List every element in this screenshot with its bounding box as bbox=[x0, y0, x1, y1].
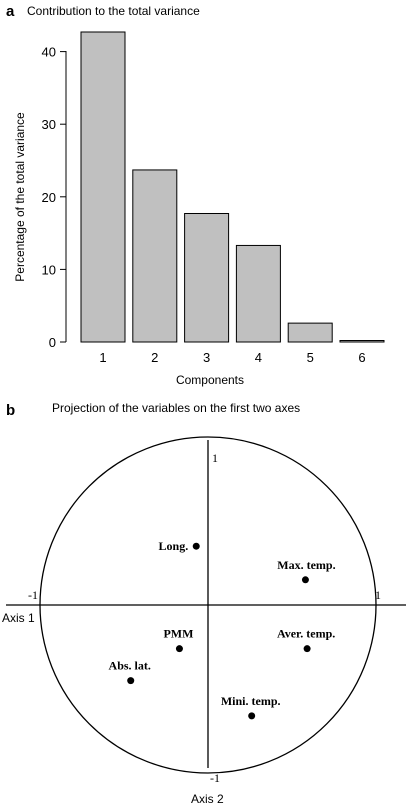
x-tick-label: 1 bbox=[99, 350, 106, 365]
x-tick-label: 5 bbox=[307, 350, 314, 365]
y-max-label: 1 bbox=[212, 451, 218, 465]
point-label-aver-temp: Aver. temp. bbox=[277, 627, 335, 641]
point-max-temp bbox=[301, 576, 309, 584]
y-tick-label: 20 bbox=[42, 190, 56, 205]
correlation-circle-chart: -1 1 1 -1 Axis 1 Axis 2 Long. Max. temp. P… bbox=[2, 436, 406, 806]
axis-2-label: Axis 2 bbox=[191, 792, 224, 806]
y-tick-label: 30 bbox=[42, 117, 56, 132]
point-label-max-temp: Max. temp. bbox=[277, 558, 335, 572]
bar-chart: Percentage of the total variance Compone… bbox=[13, 31, 385, 387]
point-abs-lat bbox=[127, 677, 135, 685]
x-tick-label: 4 bbox=[255, 350, 262, 365]
y-min-label: -1 bbox=[210, 771, 220, 785]
y-tick-label: 10 bbox=[42, 262, 56, 277]
bar-component-1 bbox=[80, 31, 126, 343]
bar-component-2 bbox=[132, 169, 178, 343]
bar-component-4 bbox=[235, 244, 281, 343]
x-min-label: -1 bbox=[28, 588, 38, 602]
bar-x-axis-label: Components bbox=[176, 373, 244, 387]
point-label-mini-temp: Mini. temp. bbox=[221, 694, 281, 708]
x-tick-label: 6 bbox=[358, 350, 365, 365]
point-mini-temp bbox=[248, 712, 256, 720]
bar-component-5 bbox=[287, 322, 333, 343]
panel-a-title: Contribution to the total variance bbox=[27, 4, 200, 18]
y-tick-label: 0 bbox=[49, 335, 56, 350]
bar-component-3 bbox=[184, 212, 230, 343]
point-label-pmm: PMM bbox=[163, 627, 193, 641]
point-pmm bbox=[175, 645, 183, 653]
axis-1-label: Axis 1 bbox=[2, 611, 35, 625]
x-tick-label: 3 bbox=[203, 350, 210, 365]
x-max-label: 1 bbox=[375, 588, 381, 602]
point-label-abs-lat: Abs. lat. bbox=[109, 659, 151, 673]
point-label-long: Long. bbox=[159, 539, 189, 553]
point-aver-temp bbox=[303, 645, 311, 653]
panel-b-title: Projection of the variables on the first… bbox=[52, 401, 300, 415]
x-tick-label: 2 bbox=[151, 350, 158, 365]
bar-component-6 bbox=[339, 340, 385, 343]
bar-y-axis-label: Percentage of the total variance bbox=[13, 112, 27, 282]
panel-b-letter: b bbox=[6, 402, 15, 419]
y-tick-label: 40 bbox=[42, 45, 56, 60]
point-long bbox=[192, 542, 200, 550]
panel-a-letter: a bbox=[6, 3, 15, 20]
